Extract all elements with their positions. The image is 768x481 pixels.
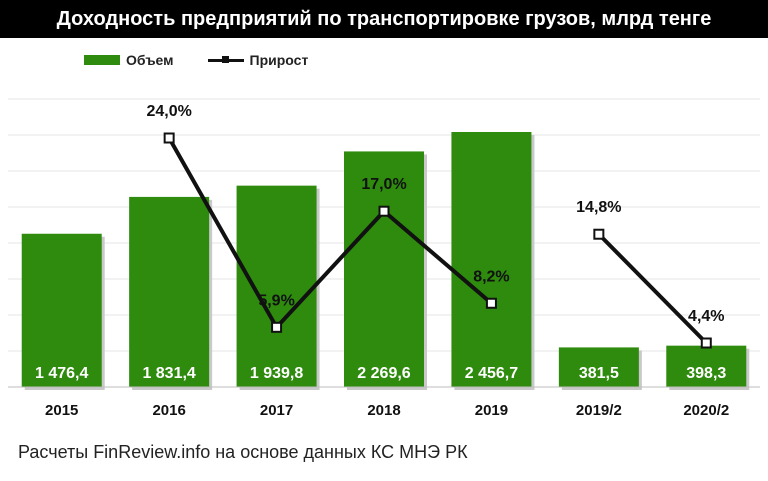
source-footer: Расчеты FinReview.info на основе данных … <box>18 442 468 462</box>
bar-value-label: 2 269,6 <box>357 365 410 382</box>
bar <box>666 345 747 387</box>
bar <box>21 233 102 387</box>
bar-value-label: 398,3 <box>686 365 726 382</box>
legend: Объем Прирост <box>84 48 342 72</box>
x-tick-label: 2018 <box>367 402 400 419</box>
growth-value-label: 17,0% <box>361 176 406 193</box>
growth-value-label: 24,0% <box>146 103 191 120</box>
growth-line <box>597 232 708 345</box>
x-tick-label: 2017 <box>260 402 293 419</box>
chart-title: Доходность предприятий по транспортировк… <box>0 0 768 38</box>
growth-value-label: 4,4% <box>688 308 724 325</box>
legend-bar-label: Объем <box>126 52 174 68</box>
legend-line-swatch <box>207 53 244 67</box>
legend-item-growth: Прирост <box>207 52 309 68</box>
legend-line-label: Прирост <box>249 52 309 68</box>
x-tick-label: 2016 <box>152 402 185 419</box>
chart-plot: 1 476,4 1 831,4 1 939,8 2 269,6 2 456,7 381,5… <box>8 98 760 419</box>
growth-line <box>167 137 493 330</box>
bar <box>129 196 210 387</box>
bar-value-label: 381,5 <box>579 365 619 382</box>
legend-item-volume: Объем <box>84 52 174 68</box>
bar-value-label: 1 831,4 <box>142 365 195 382</box>
growth-marker <box>700 337 712 349</box>
growth-marker <box>378 205 390 217</box>
growth-marker <box>163 132 175 144</box>
bar <box>451 132 532 387</box>
growth-value-label: 5,9% <box>258 292 294 309</box>
growth-marker <box>271 321 283 333</box>
x-tick-label: 2020/2 <box>683 402 729 419</box>
growth-value-label: 14,8% <box>576 199 621 216</box>
growth-value-label: 8,2% <box>473 268 509 285</box>
bar <box>558 347 639 387</box>
bar-value-label: 2 456,7 <box>465 365 518 382</box>
bar <box>344 151 424 387</box>
x-tick-label: 2015 <box>45 402 78 419</box>
bar <box>236 185 317 387</box>
x-tick-label: 2019 <box>475 402 508 419</box>
bar-value-label: 1 939,8 <box>250 365 303 382</box>
legend-bar-swatch <box>84 55 120 65</box>
x-tick-label: 2019/2 <box>576 402 622 419</box>
growth-marker <box>593 228 605 240</box>
growth-marker <box>485 297 497 309</box>
bar-value-label: 1 476,4 <box>35 365 88 382</box>
